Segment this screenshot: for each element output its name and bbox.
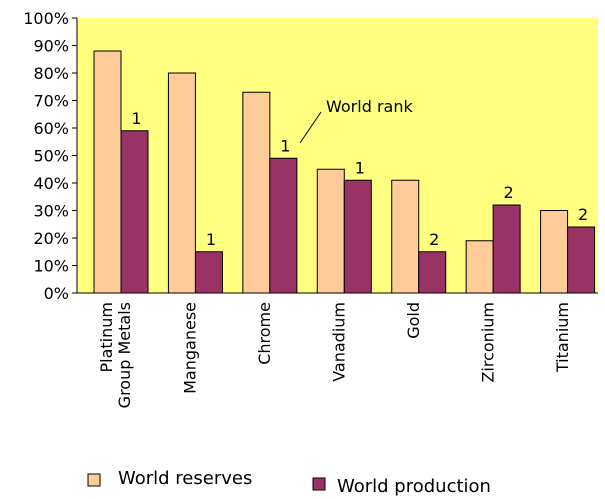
y-tick-label: 20% (33, 229, 69, 248)
bar-reserves (93, 50, 122, 294)
bar-reserves (540, 210, 569, 294)
bar-production (418, 251, 447, 294)
bar-reserves (167, 72, 196, 294)
annotation-leader-line (299, 111, 322, 144)
rank-label: 1 (131, 109, 141, 128)
bar-production (492, 204, 521, 294)
y-tick-label: 100% (23, 9, 69, 28)
bar-reserves (242, 91, 271, 294)
category-label: Manganese (181, 302, 200, 394)
world-rank-annotation: World rank (299, 97, 413, 144)
y-tick-label: 90% (33, 37, 69, 56)
y-tick-label: 30% (33, 202, 69, 221)
category-label: Vanadium (330, 302, 349, 382)
y-tick-label: 70% (33, 92, 69, 111)
y-tick-label: 10% (33, 257, 69, 276)
legend-swatch-production (312, 477, 326, 491)
category-label: Gold (404, 302, 423, 339)
bar-production (120, 130, 149, 294)
bar-production (343, 179, 372, 294)
rank-label: 1 (206, 230, 216, 249)
bars (93, 50, 596, 294)
rank-label: 2 (429, 230, 439, 249)
legend-label-reserves: World reserves (118, 468, 252, 489)
legend-swatch-reserves (87, 473, 101, 487)
rank-label: 2 (504, 183, 514, 202)
bar-reserves (316, 168, 345, 294)
y-tick-label: 50% (33, 147, 69, 166)
bar-production (269, 157, 298, 294)
category-label: Platinum (97, 302, 116, 372)
rank-labels: 1 1 1 1 2 2 2 (131, 109, 588, 249)
y-tick-label: 60% (33, 119, 69, 138)
category-label: Chrome (255, 302, 274, 365)
category-label: Group Metals (115, 302, 134, 408)
rank-label: 1 (355, 158, 365, 177)
y-axis: 0% 10% 20% 30% 40% 50% 60% 70% 80% 90% 100% (23, 9, 598, 303)
bar-production (567, 226, 596, 294)
y-tick-label: 40% (33, 174, 69, 193)
category-label: Titanium (553, 302, 572, 373)
category-label: Zirconium (478, 302, 497, 383)
y-tick-label: 80% (33, 64, 69, 83)
rank-label: 2 (578, 205, 588, 224)
bar-reserves (391, 179, 420, 294)
legend-label-production: World production (337, 476, 491, 497)
rank-label: 1 (280, 136, 290, 155)
annotation-label: World rank (326, 97, 413, 116)
bar-reserves (465, 240, 494, 294)
bar-production (194, 251, 223, 294)
legend: World reserves World production (87, 468, 491, 497)
y-tick-label: 0% (44, 284, 69, 303)
